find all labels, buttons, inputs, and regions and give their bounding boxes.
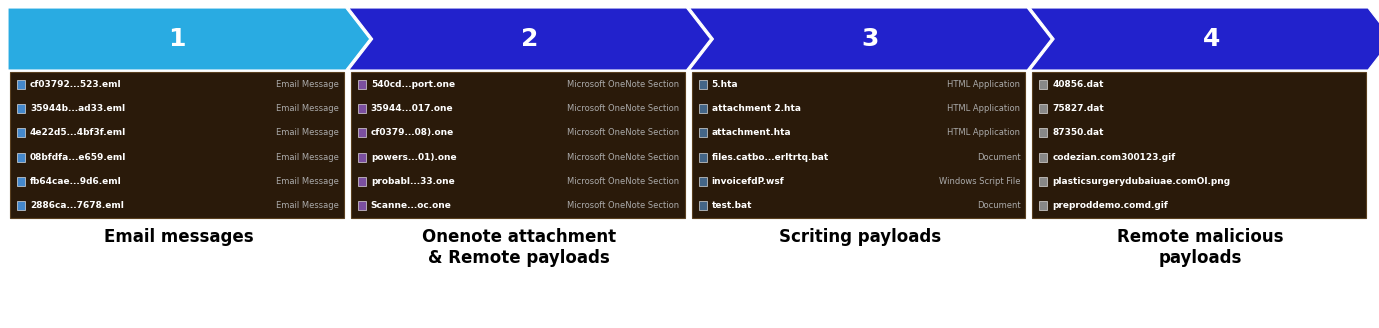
Bar — [699, 201, 706, 210]
Text: files.catbo...erltrtq.bat: files.catbo...erltrtq.bat — [712, 153, 829, 162]
Bar — [357, 128, 365, 137]
Text: 40856.dat: 40856.dat — [1052, 80, 1103, 89]
FancyBboxPatch shape — [691, 72, 1025, 218]
Text: HTML Application: HTML Application — [947, 80, 1020, 89]
Bar — [699, 104, 706, 113]
Text: 4: 4 — [1202, 27, 1220, 51]
Text: Email Message: Email Message — [276, 177, 339, 186]
Text: Email Message: Email Message — [276, 104, 339, 113]
Bar — [17, 201, 25, 210]
FancyBboxPatch shape — [350, 72, 684, 218]
Text: Document: Document — [976, 201, 1020, 210]
Bar — [1040, 128, 1047, 137]
Bar — [17, 80, 25, 89]
Text: 5.hta: 5.hta — [712, 80, 738, 89]
Text: HTML Application: HTML Application — [947, 104, 1020, 113]
Text: Email messages: Email messages — [103, 228, 254, 246]
Text: Scanne...oc.one: Scanne...oc.one — [371, 201, 452, 210]
Bar — [1040, 153, 1047, 162]
Text: 2886ca...7678.eml: 2886ca...7678.eml — [30, 201, 124, 210]
Text: 35944b...ad33.eml: 35944b...ad33.eml — [30, 104, 125, 113]
Text: attachment 2.hta: attachment 2.hta — [712, 104, 800, 113]
Polygon shape — [690, 8, 1051, 70]
Text: 540cd...port.one: 540cd...port.one — [371, 80, 455, 89]
Bar — [17, 153, 25, 162]
Text: plasticsurgerydubaiuae.comOl.png: plasticsurgerydubaiuae.comOl.png — [1052, 177, 1230, 186]
FancyBboxPatch shape — [1033, 72, 1367, 218]
Bar — [357, 80, 365, 89]
Bar — [699, 177, 706, 186]
Text: 4e22d5...4bf3f.eml: 4e22d5...4bf3f.eml — [30, 128, 127, 137]
Text: probabl...33.one: probabl...33.one — [371, 177, 455, 186]
Text: Microsoft OneNote Section: Microsoft OneNote Section — [567, 201, 680, 210]
Bar — [1040, 80, 1047, 89]
Bar — [357, 153, 365, 162]
Bar — [1040, 177, 1047, 186]
Text: 87350.dat: 87350.dat — [1052, 128, 1103, 137]
FancyBboxPatch shape — [10, 72, 343, 218]
Text: Scriting payloads: Scriting payloads — [779, 228, 940, 246]
Bar — [357, 201, 365, 210]
Polygon shape — [1030, 8, 1379, 70]
Text: Email Message: Email Message — [276, 201, 339, 210]
Text: preproddemo.comd.gif: preproddemo.comd.gif — [1052, 201, 1168, 210]
Bar — [699, 153, 706, 162]
Text: Windows Script File: Windows Script File — [939, 177, 1020, 186]
Text: fb64cae...9d6.eml: fb64cae...9d6.eml — [30, 177, 121, 186]
Text: attachment.hta: attachment.hta — [712, 128, 792, 137]
Text: Microsoft OneNote Section: Microsoft OneNote Section — [567, 104, 680, 113]
Bar — [17, 128, 25, 137]
Text: 2: 2 — [521, 27, 538, 51]
Text: Email Message: Email Message — [276, 80, 339, 89]
Text: Document: Document — [976, 153, 1020, 162]
Bar — [1040, 201, 1047, 210]
Text: 35944...017.one: 35944...017.one — [371, 104, 454, 113]
Bar — [699, 80, 706, 89]
Bar — [357, 104, 365, 113]
Text: Microsoft OneNote Section: Microsoft OneNote Section — [567, 153, 680, 162]
Text: Microsoft OneNote Section: Microsoft OneNote Section — [567, 80, 680, 89]
Text: cf03792...523.eml: cf03792...523.eml — [30, 80, 121, 89]
Text: test.bat: test.bat — [712, 201, 752, 210]
Text: 75827.dat: 75827.dat — [1052, 104, 1105, 113]
Text: Email Message: Email Message — [276, 128, 339, 137]
Text: cf0379...08).one: cf0379...08).one — [371, 128, 454, 137]
Text: 08bfdfa...e659.eml: 08bfdfa...e659.eml — [30, 153, 127, 162]
Text: Email Message: Email Message — [276, 153, 339, 162]
Polygon shape — [349, 8, 710, 70]
Text: Onenote attachment
& Remote payloads: Onenote attachment & Remote payloads — [422, 228, 616, 267]
Text: Microsoft OneNote Section: Microsoft OneNote Section — [567, 128, 680, 137]
Text: Microsoft OneNote Section: Microsoft OneNote Section — [567, 177, 680, 186]
Text: Remote malicious
payloads: Remote malicious payloads — [1117, 228, 1284, 267]
Text: codezian.com300123.gif: codezian.com300123.gif — [1052, 153, 1175, 162]
Text: HTML Application: HTML Application — [947, 128, 1020, 137]
Bar — [699, 128, 706, 137]
Bar — [357, 177, 365, 186]
Text: invoicefdP.wsf: invoicefdP.wsf — [712, 177, 785, 186]
Bar — [17, 104, 25, 113]
Text: powers...01).one: powers...01).one — [371, 153, 456, 162]
Bar — [1040, 104, 1047, 113]
Text: 1: 1 — [168, 27, 186, 51]
Text: 3: 3 — [862, 27, 878, 51]
Bar — [17, 177, 25, 186]
Polygon shape — [8, 8, 370, 70]
